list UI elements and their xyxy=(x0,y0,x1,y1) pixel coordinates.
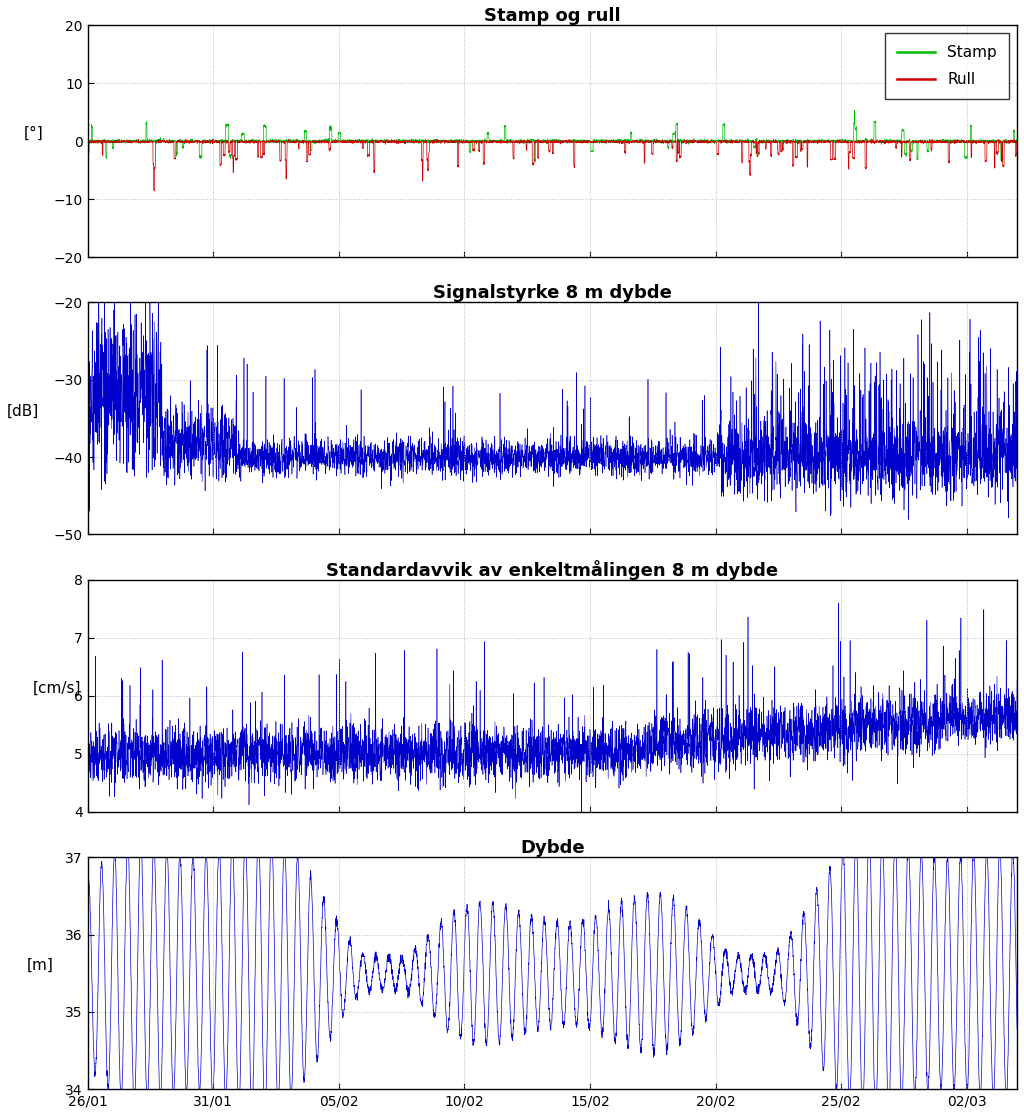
Title: Signalstyrke 8 m dybde: Signalstyrke 8 m dybde xyxy=(433,284,672,302)
Title: Dybde: Dybde xyxy=(520,838,585,857)
Y-axis label: [m]: [m] xyxy=(27,958,53,973)
Y-axis label: [cm/s]: [cm/s] xyxy=(33,681,82,696)
Y-axis label: [dB]: [dB] xyxy=(7,404,39,418)
Title: Stamp og rull: Stamp og rull xyxy=(484,7,621,25)
Legend: Stamp, Rull: Stamp, Rull xyxy=(885,32,1010,99)
Title: Standardavvik av enkeltmålingen 8 m dybde: Standardavvik av enkeltmålingen 8 m dybd… xyxy=(327,560,778,580)
Y-axis label: [°]: [°] xyxy=(25,126,44,142)
